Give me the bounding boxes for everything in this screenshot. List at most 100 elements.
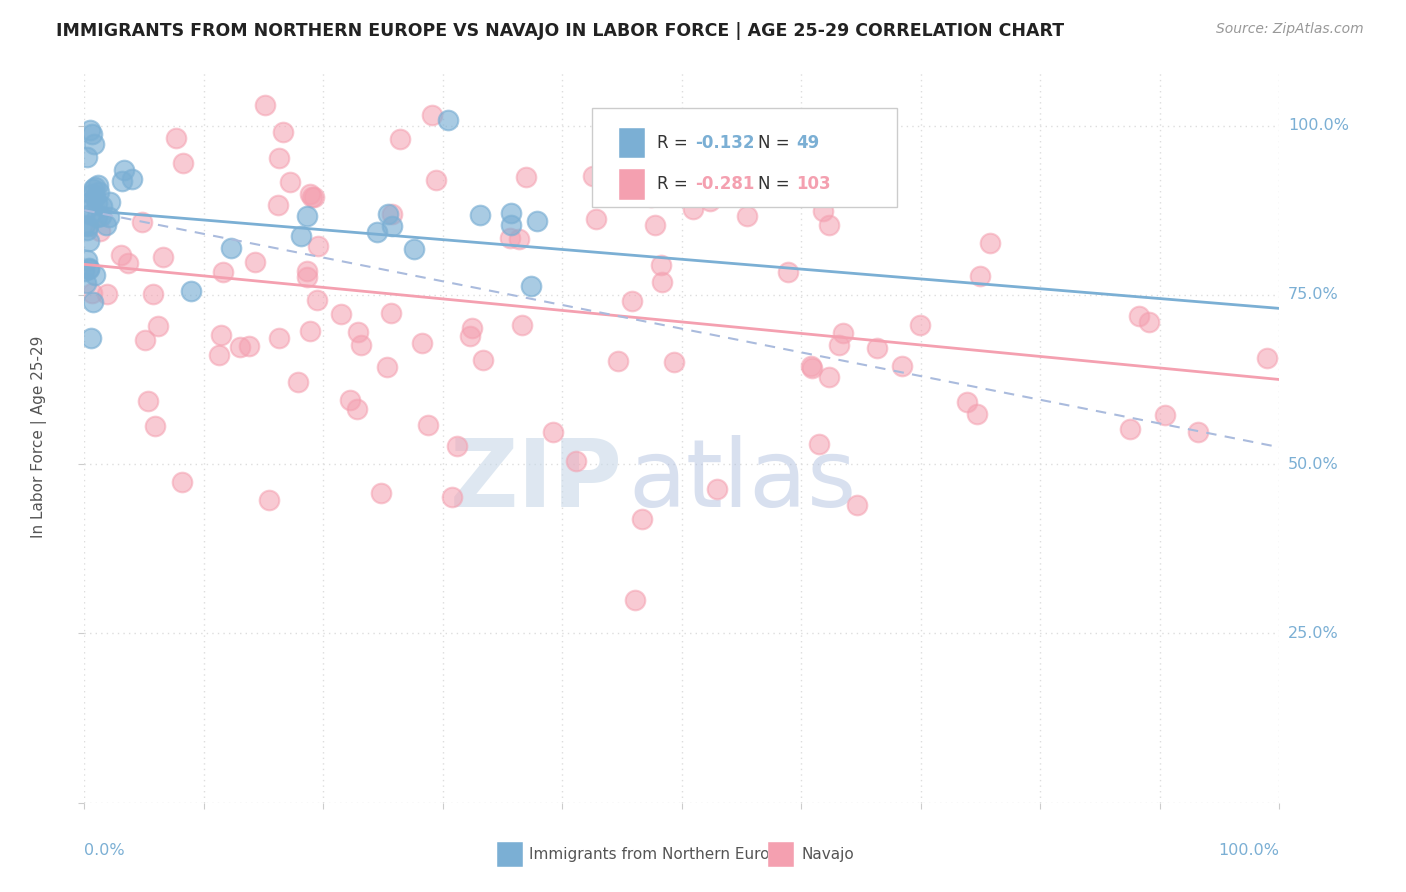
Point [1154,408,1177,422]
Point [380,219,402,233]
Point [735,209,758,223]
Point [131,215,153,229]
Point [662,354,685,368]
FancyBboxPatch shape [592,108,897,207]
Point [301,190,323,204]
Point [437,112,460,127]
FancyBboxPatch shape [496,841,523,867]
Point [969,268,991,283]
Point [347,325,370,339]
Point [446,438,468,452]
Point [295,270,318,285]
Point [84,190,107,204]
FancyBboxPatch shape [619,128,645,159]
Point [98,210,121,224]
Point [76,223,98,237]
Point [411,335,433,350]
Point [1119,421,1142,435]
Point [776,265,799,279]
Point [243,255,266,269]
Point [512,318,534,333]
Point [172,156,194,170]
Point [420,108,443,122]
Point [508,232,530,246]
Point [79,123,101,137]
Point [582,169,605,184]
Point [80,128,103,142]
Point [1137,315,1160,329]
Point [644,219,666,233]
Point [706,482,728,496]
Point [84,180,107,194]
Point [866,341,889,355]
Point [541,425,564,439]
Text: R =: R = [657,134,693,152]
Point [76,150,98,164]
Point [82,182,104,196]
Point [1128,310,1150,324]
Point [134,333,156,347]
Text: N =: N = [758,175,796,194]
Point [83,137,105,152]
Point [136,393,159,408]
Text: Source: ZipAtlas.com: Source: ZipAtlas.com [1216,22,1364,37]
Point [267,331,290,345]
Point [818,370,841,384]
Text: 49: 49 [797,134,820,152]
Point [640,190,662,204]
Point [152,250,174,264]
Point [86,196,108,211]
Point [75,276,97,290]
Point [458,329,481,343]
Point [699,194,721,208]
Point [416,418,439,433]
Point [172,475,194,489]
Point [271,125,294,139]
Point [526,214,548,228]
Point [90,209,112,223]
Point [142,286,165,301]
Point [620,185,643,199]
Point [380,306,402,320]
Text: Navajo: Navajo [801,847,855,862]
Text: 25.0%: 25.0% [1288,626,1339,641]
Point [389,132,412,146]
Point [238,339,260,353]
Point [89,224,111,238]
Point [96,287,118,301]
Point [267,198,290,212]
Text: Immigrants from Northern Europe: Immigrants from Northern Europe [529,847,789,862]
Point [651,275,673,289]
Point [520,278,543,293]
Text: 50.0%: 50.0% [1288,457,1339,472]
Point [350,338,373,352]
Point [180,284,202,298]
Point [77,234,100,248]
Point [499,218,522,232]
Point [76,219,98,234]
Point [339,392,361,407]
Point [305,293,328,307]
Point [77,262,100,277]
Text: atlas: atlas [628,435,856,527]
Point [80,331,103,345]
Point [607,353,630,368]
Point [682,202,704,216]
Point [219,241,242,255]
Point [77,260,100,275]
Point [832,326,855,340]
Point [212,265,235,279]
Point [404,242,426,256]
Point [370,486,392,500]
Point [808,437,831,451]
Point [955,394,977,409]
Point [82,286,104,301]
Text: 100.0%: 100.0% [1288,118,1348,133]
Point [84,268,107,282]
Point [287,375,309,389]
Point [121,171,143,186]
Text: N =: N = [758,134,796,152]
Point [298,187,321,202]
Point [585,211,607,226]
Point [498,230,520,244]
